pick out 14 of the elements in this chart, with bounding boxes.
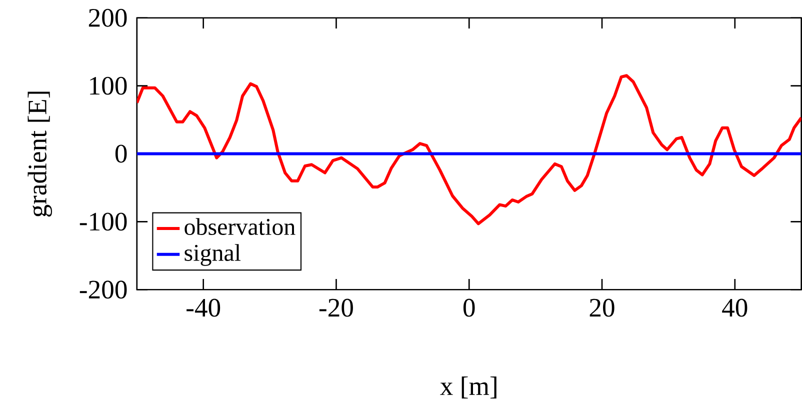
y-tick-label: -200 [80,280,127,298]
x-tick-label: -20 [319,298,353,317]
y-tick-label: 200 [88,8,127,27]
y-tick-label: -100 [80,212,127,230]
x-tick-label: 40 [722,298,748,317]
legend-label: signal [184,244,241,266]
x-tick-label: 20 [590,298,614,317]
y-tick-label: 100 [90,76,127,95]
x-axis-title: x [m] [440,376,496,398]
legend-label: observation [184,218,296,235]
y-tick-label: 0 [115,144,127,163]
y-axis-title: gradient [E] [28,92,52,216]
x-tick-label: 0 [463,298,475,317]
x-tick-label: -40 [186,298,220,317]
